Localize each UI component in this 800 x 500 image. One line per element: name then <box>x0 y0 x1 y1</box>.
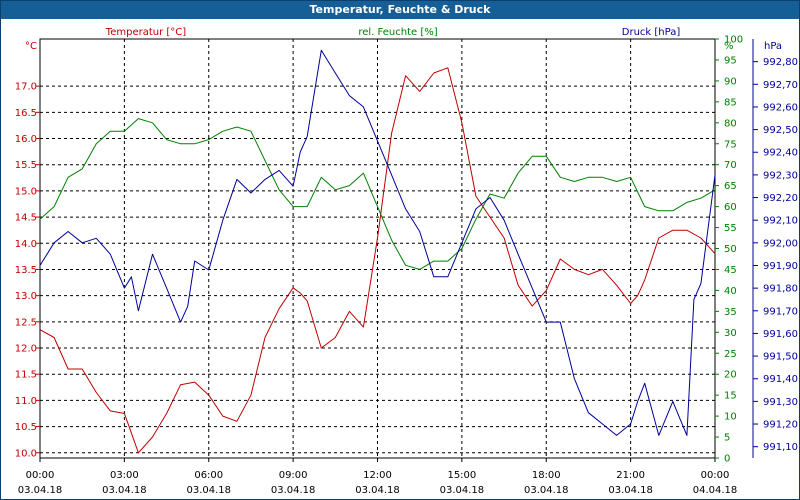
temperature-tick-label: 13.5 <box>15 265 37 276</box>
humidity-unit-label: % <box>724 41 734 52</box>
humidity-tick-label: 35 <box>724 307 737 318</box>
humidity-tick-label: 80 <box>724 118 737 129</box>
series-line-temperature <box>39 67 716 454</box>
series-lines <box>39 49 716 454</box>
x-tick-label-time: 09:00 <box>279 470 308 481</box>
humidity-tick-label: 25 <box>724 349 737 360</box>
temperature-tick-label: 16.5 <box>15 108 37 119</box>
temperature-tick-label: 15.0 <box>15 186 37 197</box>
x-tick-label-time: 00:00 <box>701 470 730 481</box>
humidity-tick-label: 15 <box>724 391 737 402</box>
humidity-tick-label: 85 <box>724 97 737 108</box>
pressure-tick-label: 992,70 <box>763 80 798 91</box>
pressure-tick-label: 992,20 <box>763 193 798 204</box>
pressure-tick-label: 992,60 <box>763 102 798 113</box>
temperature-tick-label: 17.0 <box>15 82 37 93</box>
temperature-tick-label: 12.0 <box>15 344 37 355</box>
pressure-unit-label: hPa <box>764 41 782 52</box>
temperature-tick-label: 11.5 <box>15 370 37 381</box>
pressure-tick-label: 991,80 <box>763 284 798 295</box>
humidity-tick-label: 45 <box>724 265 737 276</box>
axes: 00:00 03.04.18 03:00 03.04.18 06:00 03.04.18 0… <box>15 35 798 497</box>
x-tick-label-date: 03.04.18 <box>440 485 485 496</box>
temperature-axis-title: Temperatur [°C] <box>105 27 186 38</box>
window-title: Temperatur, Feuchte & Druck <box>1 1 799 19</box>
pressure-tick-label: 991,10 <box>763 442 798 453</box>
x-tick-label-date: 03.04.18 <box>102 485 147 496</box>
humidity-tick-label: 30 <box>724 328 737 339</box>
temperature-tick-label: 13.0 <box>15 291 37 302</box>
temperature-tick-label: 14.5 <box>15 213 37 224</box>
x-tick-label-date: 03.04.18 <box>271 485 316 496</box>
pressure-tick-label: 991,40 <box>763 374 798 385</box>
x-tick-label-date: 03.04.18 <box>18 485 63 496</box>
x-tick-label-time: 06:00 <box>194 470 223 481</box>
x-tick-label-date: 03.04.18 <box>524 485 569 496</box>
series-line-humidity <box>39 118 716 270</box>
x-tick-label-time: 12:00 <box>363 470 392 481</box>
humidity-tick-label: 40 <box>724 286 737 297</box>
temperature-unit-label: °C <box>25 41 37 52</box>
temperature-tick-label: 11.0 <box>15 396 37 407</box>
pressure-tick-label: 992,80 <box>763 57 798 68</box>
x-tick-label-time: 03:00 <box>110 470 139 481</box>
humidity-tick-label: 0 <box>724 454 730 465</box>
pressure-tick-label: 992,00 <box>763 238 798 249</box>
pressure-axis-title: Druck [hPa] <box>622 27 681 38</box>
x-tick-label-date: 03.04.18 <box>608 485 653 496</box>
pressure-tick-label: 991,60 <box>763 329 798 340</box>
x-tick-label-time: 00:00 <box>26 470 55 481</box>
x-tick-label-time: 18:00 <box>532 470 561 481</box>
humidity-tick-label: 70 <box>724 160 737 171</box>
humidity-tick-label: 65 <box>724 181 737 192</box>
temperature-tick-label: 12.5 <box>15 317 37 328</box>
pressure-tick-label: 992,50 <box>763 125 798 136</box>
pressure-tick-label: 991,50 <box>763 352 798 363</box>
humidity-tick-label: 5 <box>724 433 730 444</box>
pressure-tick-label: 992,40 <box>763 148 798 159</box>
temperature-tick-label: 15.5 <box>15 160 37 171</box>
humidity-tick-label: 75 <box>724 139 737 150</box>
pressure-tick-label: 991,30 <box>763 397 798 408</box>
grid-lines <box>40 39 715 458</box>
x-tick-label-date: 03.04.18 <box>355 485 400 496</box>
x-tick-label-time: 21:00 <box>616 470 645 481</box>
pressure-tick-label: 991,90 <box>763 261 798 272</box>
x-tick-label-date: 04.04.18 <box>693 485 738 496</box>
pressure-tick-label: 992,10 <box>763 216 798 227</box>
humidity-tick-label: 100 <box>724 35 743 46</box>
temperature-tick-label: 14.0 <box>15 239 37 250</box>
x-tick-label-date: 03.04.18 <box>186 485 231 496</box>
pressure-tick-label: 992,30 <box>763 170 798 181</box>
temperature-tick-label: 10.0 <box>15 448 37 459</box>
humidity-tick-label: 50 <box>724 244 737 255</box>
humidity-tick-label: 20 <box>724 370 737 381</box>
temperature-tick-label: 10.5 <box>15 422 37 433</box>
humidity-tick-label: 55 <box>724 223 737 234</box>
x-tick-label-time: 15:00 <box>447 470 476 481</box>
series-line-pressure <box>39 49 716 436</box>
pressure-tick-label: 991,70 <box>763 306 798 317</box>
humidity-tick-label: 60 <box>724 202 737 213</box>
humidity-tick-label: 90 <box>724 76 737 87</box>
humidity-tick-label: 95 <box>724 55 737 66</box>
humidity-axis-title: rel. Feuchte [%] <box>358 27 437 38</box>
pressure-tick-label: 991,20 <box>763 420 798 431</box>
humidity-tick-label: 10 <box>724 412 737 423</box>
temperature-tick-label: 16.0 <box>15 134 37 145</box>
